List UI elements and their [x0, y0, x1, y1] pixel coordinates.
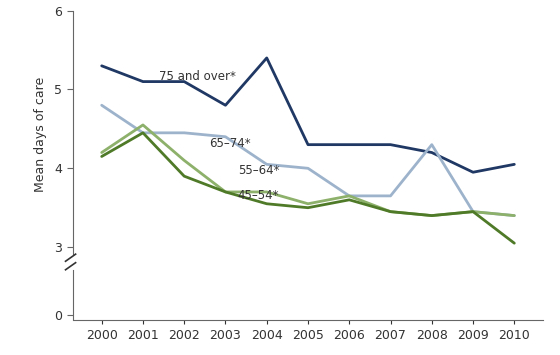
- Y-axis label: Mean days of care: Mean days of care: [34, 77, 48, 192]
- Text: 75 and over*: 75 and over*: [160, 70, 236, 83]
- Text: 45–54*: 45–54*: [238, 189, 279, 202]
- Text: 65–74*: 65–74*: [209, 137, 250, 149]
- Text: 55–64*: 55–64*: [238, 164, 279, 177]
